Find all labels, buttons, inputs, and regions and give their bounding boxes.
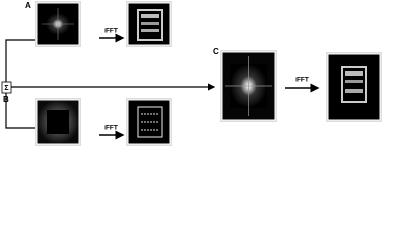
connector-a bbox=[5, 39, 36, 82]
sum-box bbox=[1, 81, 12, 94]
arrow-label: iFFT bbox=[104, 28, 118, 35]
spectrum-a bbox=[35, 1, 81, 47]
figure: Σ A iFFT B iFFT C bbox=[1, 1, 382, 146]
reconstruction-b bbox=[126, 98, 172, 146]
spectrum-c bbox=[220, 50, 277, 122]
panel-label: A bbox=[25, 1, 31, 10]
reconstruction-c bbox=[326, 52, 382, 122]
arrow-label: iFFT bbox=[104, 125, 118, 132]
connector-b bbox=[5, 93, 36, 129]
spectrum-b bbox=[35, 98, 81, 146]
reconstruction-a bbox=[126, 1, 172, 47]
arrow-label: iFFT bbox=[295, 77, 309, 84]
panel-label: B bbox=[3, 95, 9, 104]
sum-symbol: Σ bbox=[4, 85, 8, 92]
panel-label: C bbox=[213, 47, 219, 56]
connectors bbox=[5, 39, 216, 129]
